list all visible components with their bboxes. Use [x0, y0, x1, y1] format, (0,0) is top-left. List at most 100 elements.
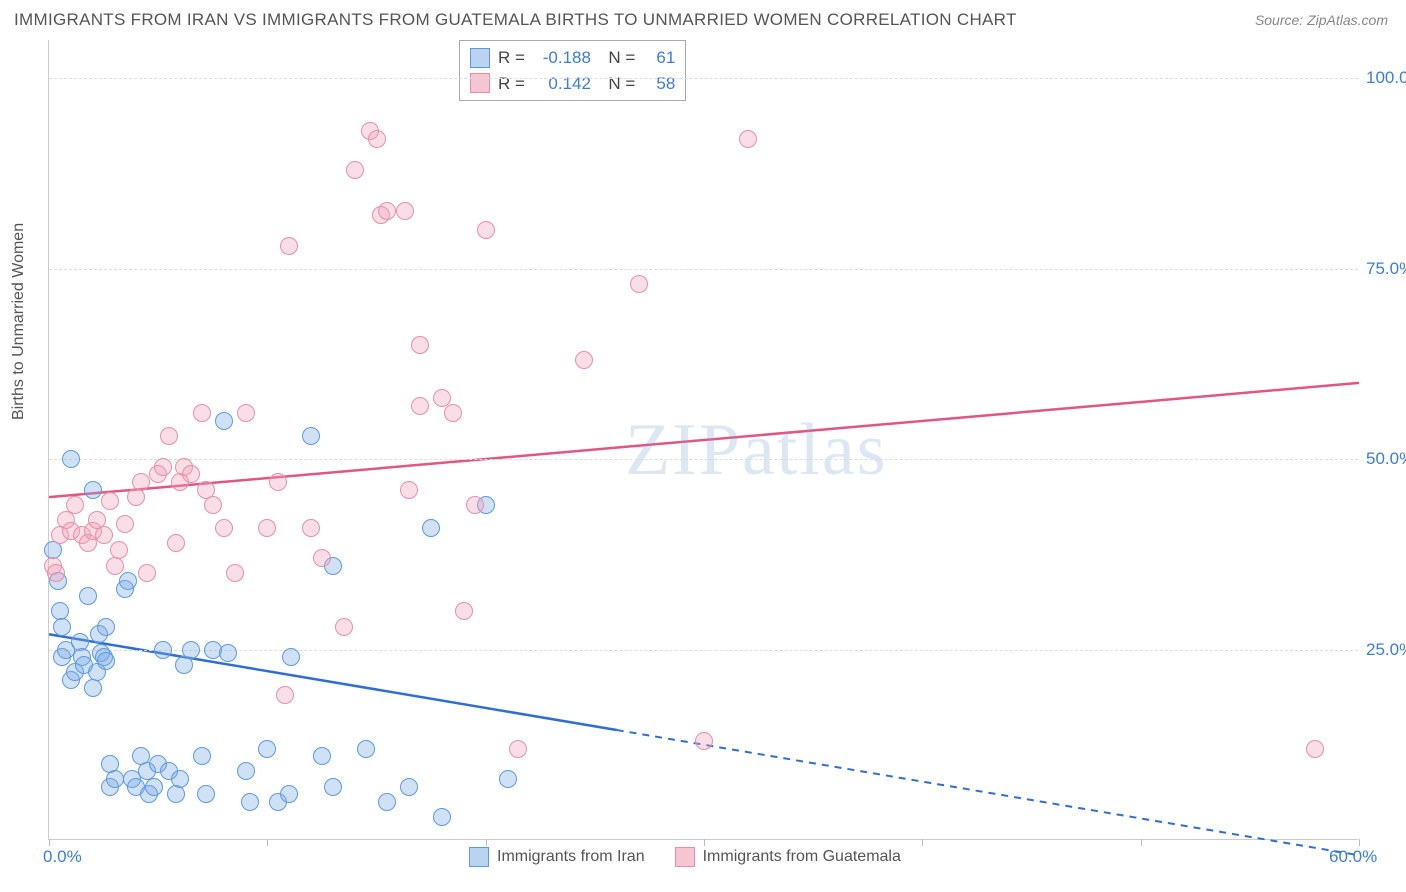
x-tick-mark [922, 839, 923, 846]
scatter-point [335, 618, 353, 636]
scatter-point [695, 732, 713, 750]
gridline [49, 78, 1358, 79]
trend-lines-svg [49, 40, 1358, 839]
scatter-point [215, 412, 233, 430]
legend-item: Immigrants from Iran [469, 847, 645, 867]
x-tick-label: 0.0% [43, 847, 82, 867]
scatter-point [302, 427, 320, 445]
x-tick-mark [1359, 839, 1360, 846]
scatter-point [477, 221, 495, 239]
stat-r-value: -0.188 [533, 45, 591, 71]
scatter-point [499, 770, 517, 788]
y-tick-label: 25.0% [1366, 640, 1406, 660]
scatter-point [171, 770, 189, 788]
scatter-point [411, 336, 429, 354]
scatter-point [154, 641, 172, 659]
x-tick-label: 60.0% [1329, 847, 1377, 867]
scatter-point [378, 202, 396, 220]
scatter-point [62, 450, 80, 468]
legend-label: Immigrants from Guatemala [703, 848, 901, 866]
scatter-point [95, 526, 113, 544]
scatter-point [154, 458, 172, 476]
scatter-point [400, 778, 418, 796]
scatter-point [145, 778, 163, 796]
scatter-point [116, 515, 134, 533]
stat-r-value: 0.142 [533, 71, 591, 97]
scatter-point [182, 641, 200, 659]
gridline [49, 650, 1358, 651]
scatter-point [193, 747, 211, 765]
stats-legend-box: R = -0.188 N = 61R = 0.142 N = 58 [459, 40, 686, 101]
scatter-point [127, 488, 145, 506]
scatter-point [101, 492, 119, 510]
scatter-point [411, 397, 429, 415]
scatter-point [53, 618, 71, 636]
scatter-point [346, 161, 364, 179]
scatter-point [378, 793, 396, 811]
scatter-point [84, 679, 102, 697]
scatter-point [167, 785, 185, 803]
scatter-point [97, 652, 115, 670]
gridline [49, 269, 1358, 270]
y-tick-label: 100.0% [1366, 68, 1406, 88]
scatter-point [237, 404, 255, 422]
stat-n-value: 58 [643, 71, 675, 97]
scatter-point [106, 770, 124, 788]
scatter-point [219, 644, 237, 662]
scatter-point [197, 785, 215, 803]
scatter-point [84, 481, 102, 499]
scatter-point [258, 740, 276, 758]
x-tick-mark [267, 839, 268, 846]
scatter-point [282, 648, 300, 666]
scatter-point [455, 602, 473, 620]
scatter-point [396, 202, 414, 220]
bottom-legend: Immigrants from Iran Immigrants from Guat… [469, 847, 901, 867]
y-tick-label: 50.0% [1366, 449, 1406, 469]
scatter-point [400, 481, 418, 499]
scatter-point [630, 275, 648, 293]
plot-area: ZIPatlas R =-0.188 N =61R =0.142 N =58 I… [48, 40, 1358, 840]
trend-line-dashed [617, 730, 1359, 855]
y-axis-label: Births to Unmarried Women [10, 223, 28, 420]
scatter-point [575, 351, 593, 369]
scatter-point [132, 473, 150, 491]
stat-n-label: N = [599, 45, 635, 71]
scatter-point [368, 130, 386, 148]
scatter-point [182, 465, 200, 483]
stats-row: R = -0.188 N = 61 [470, 45, 675, 71]
watermark: ZIPatlas [625, 408, 888, 493]
scatter-point [237, 762, 255, 780]
scatter-point [138, 564, 156, 582]
stat-n-value: 61 [643, 45, 675, 71]
scatter-point [204, 496, 222, 514]
scatter-point [167, 534, 185, 552]
scatter-point [241, 793, 259, 811]
y-tick-label: 75.0% [1366, 259, 1406, 279]
scatter-point [119, 572, 137, 590]
scatter-point [444, 404, 462, 422]
scatter-point [226, 564, 244, 582]
scatter-point [110, 541, 128, 559]
series-swatch [470, 48, 490, 68]
legend-item: Immigrants from Guatemala [675, 847, 901, 867]
x-tick-mark [1141, 839, 1142, 846]
gridline [49, 459, 1358, 460]
trend-line-solid [49, 383, 1359, 497]
stats-row: R =0.142 N =58 [470, 71, 675, 97]
scatter-point [215, 519, 233, 537]
scatter-point [269, 473, 287, 491]
scatter-point [106, 557, 124, 575]
chart-title: IMMIGRANTS FROM IRAN VS IMMIGRANTS FROM … [14, 10, 1017, 30]
series-swatch [469, 847, 489, 867]
stat-r-label: R = [498, 71, 525, 97]
series-swatch [470, 73, 490, 93]
scatter-point [739, 130, 757, 148]
scatter-point [160, 427, 178, 445]
scatter-point [97, 618, 115, 636]
stat-r-label: R = [498, 45, 525, 71]
scatter-point [357, 740, 375, 758]
scatter-point [302, 519, 320, 537]
x-tick-mark [49, 839, 50, 846]
source-label: Source: ZipAtlas.com [1255, 12, 1388, 28]
scatter-point [313, 747, 331, 765]
